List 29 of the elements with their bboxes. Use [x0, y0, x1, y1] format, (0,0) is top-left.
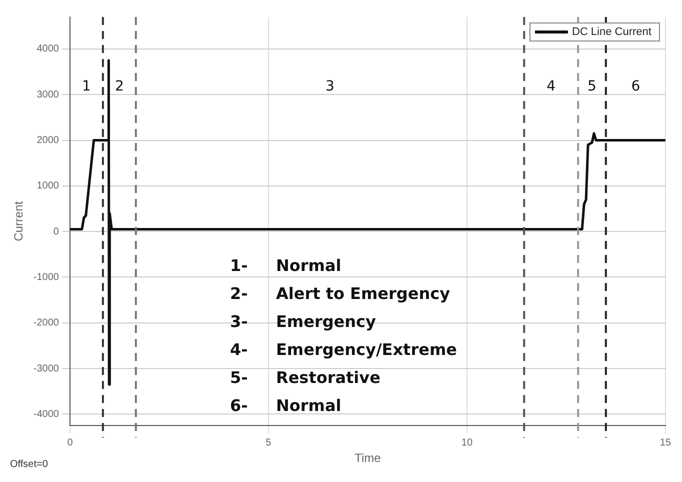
text: 3- Emergency	[230, 312, 376, 332]
text: Offset=0	[10, 458, 48, 470]
x-axis-title: Time	[354, 451, 382, 466]
x-tick-label: 0	[67, 437, 74, 448]
text: 6- Normal	[230, 396, 342, 416]
y-tick-label: -1000	[33, 272, 60, 283]
y-tick-label: 2000	[36, 135, 60, 146]
x-tick-label: 15	[660, 437, 672, 448]
annotation: 4	[546, 78, 556, 95]
x-tick-label: 5	[266, 437, 272, 448]
text: 4- Emergency/Extreme	[230, 340, 457, 360]
text: 2- Alert to Emergency	[230, 284, 450, 304]
text: 1- Normal	[230, 256, 342, 276]
x-tick-label: 10	[461, 437, 473, 448]
legend-label: DC Line Current	[572, 26, 652, 38]
y-tick-label: 0	[53, 226, 60, 238]
y-tick-label: 1000	[36, 180, 60, 192]
y-tick-label: -2000	[33, 318, 60, 329]
y-axis-title: Current	[12, 200, 26, 242]
annotation: 5	[588, 78, 596, 95]
y-tick-label: 3000	[36, 89, 60, 100]
y-tick-label: 4000	[36, 44, 60, 55]
y-tick-label: -3000	[33, 363, 60, 374]
annotation: 2	[114, 78, 124, 95]
text: 5- Restorative	[230, 368, 380, 388]
annotation: 1	[82, 78, 91, 95]
y-tick-label: -4000	[33, 408, 60, 420]
annotation: 3	[326, 78, 334, 95]
annotation: 6	[631, 78, 640, 95]
